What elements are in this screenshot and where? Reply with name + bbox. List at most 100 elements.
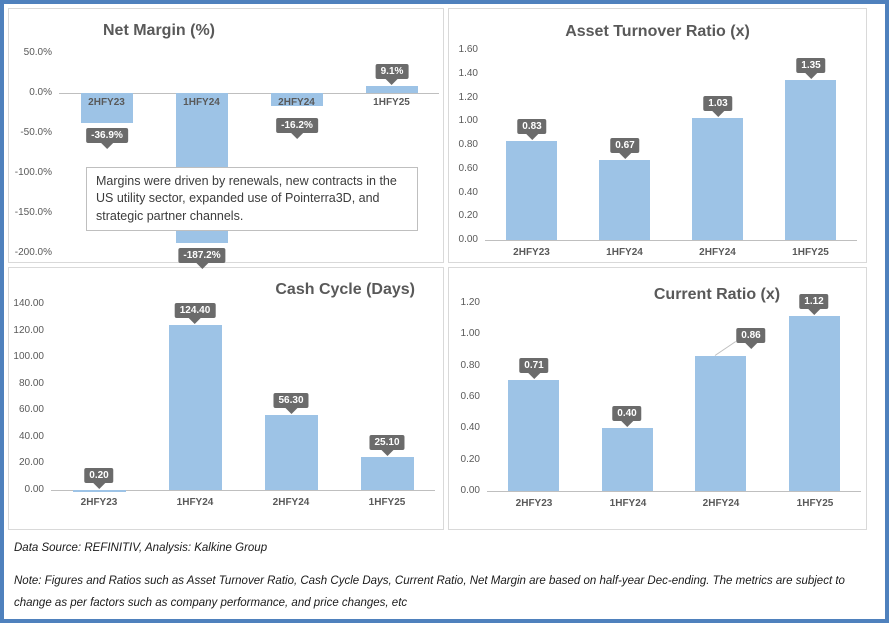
- callout-arrow-down-icon: [712, 111, 724, 117]
- y-axis-tick-label: 0.80: [458, 139, 478, 150]
- current-ratio-chart-title: Current Ratio (x): [653, 286, 781, 303]
- data-label-callout: 1.35: [796, 58, 826, 79]
- bar-2hfy23: [73, 490, 126, 492]
- y-axis-tick-label: 0.00: [458, 234, 478, 245]
- data-label-value: -36.9%: [86, 128, 128, 143]
- data-label-value: 56.30: [273, 393, 309, 408]
- y-axis-tick-label: -200.0%: [14, 247, 52, 258]
- data-label-value: -16.2%: [276, 118, 318, 133]
- cash-cycle-chart-title: Cash Cycle (Days): [275, 281, 415, 298]
- bar-2hfy23: [506, 141, 557, 240]
- data-label-value: -187.2%: [178, 248, 226, 263]
- asset-turnover-chart-title: Asset Turnover Ratio (x): [565, 23, 750, 40]
- y-axis-tick-label: 60.00: [18, 404, 44, 415]
- y-axis-tick-label: 1.40: [458, 68, 478, 79]
- y-axis-tick-label: -50.0%: [20, 127, 52, 138]
- y-axis-tick-label: -150.0%: [14, 207, 52, 218]
- y-axis-tick-label: 50.0%: [23, 47, 52, 58]
- x-axis-category-label: 1HFY24: [176, 497, 214, 508]
- y-axis-tick-label: 120.00: [13, 325, 44, 336]
- y-axis-tick-label: 1.60: [458, 44, 478, 55]
- x-axis-line: [485, 240, 857, 241]
- callout-arrow-down-icon: [381, 450, 393, 456]
- y-axis-tick-label: 1.20: [458, 92, 478, 103]
- callout-arrow-down-icon: [808, 309, 820, 315]
- note-line: Note: Figures and Ratios such as Asset T…: [14, 575, 845, 609]
- callout-arrow-down-icon: [196, 263, 208, 269]
- data-label-callout: 1.12: [799, 294, 829, 315]
- data-label-value: 1.35: [796, 58, 826, 73]
- y-axis-tick-label: 140.00: [13, 298, 44, 309]
- y-axis-tick-label: 0.00: [24, 484, 44, 495]
- data-label-callout: 25.10: [369, 435, 405, 456]
- x-axis-category-label: 1HFY24: [183, 97, 220, 108]
- current-ratio-chart: Current Ratio (x) 1.20 1.00 0.80 0.60 0.40 0.…: [448, 267, 867, 530]
- data-label-callout: 0.71: [519, 358, 549, 379]
- callout-arrow-down-icon: [285, 408, 297, 414]
- y-axis-tick-label: 80.00: [18, 378, 44, 389]
- y-axis-tick-label: -100.0%: [14, 167, 52, 178]
- data-label-callout: 1.03: [703, 96, 733, 117]
- callout-leader-line: [714, 341, 737, 356]
- bar-2hfy24: [695, 356, 746, 491]
- y-axis-tick-label: 0.60: [458, 163, 478, 174]
- asset-turnover-chart: Asset Turnover Ratio (x) 1.60 1.40 1.20 1.0…: [448, 8, 867, 263]
- data-label-value: 0.83: [517, 119, 547, 134]
- net-margin-chart-title: Net Margin (%): [103, 22, 215, 39]
- data-label-callout: 9.1%: [375, 64, 409, 85]
- data-label-value: 0.86: [736, 328, 766, 343]
- x-axis-category-label: 1HFY24: [609, 498, 647, 509]
- callout-arrow-down-icon: [93, 483, 105, 489]
- x-axis-category-label: 2HFY24: [272, 497, 310, 508]
- bar-1hfy24: [599, 160, 650, 240]
- data-label-callout: -187.2%: [178, 248, 226, 269]
- data-label-callout: 124.40: [174, 303, 216, 324]
- data-label-value: 25.10: [369, 435, 405, 450]
- callout-arrow-down-icon: [621, 421, 633, 427]
- data-label-callout: -16.2%: [276, 118, 318, 139]
- bar-1hfy24: [169, 325, 222, 490]
- data-label-callout: 0.83: [517, 119, 547, 140]
- bar-1hfy25: [785, 80, 836, 240]
- data-label-callout: 0.20: [84, 468, 114, 489]
- data-label-value: 9.1%: [375, 64, 409, 79]
- x-axis-category-label: 2HFY24: [699, 247, 736, 258]
- y-axis-tick-label: 0.00: [460, 485, 480, 496]
- y-axis-tick-label: 100.00: [13, 351, 44, 362]
- data-label-callout: 0.86: [736, 328, 766, 349]
- data-label-value: 0.71: [519, 358, 549, 373]
- y-axis-tick-label: 1.00: [458, 115, 478, 126]
- data-label-value: 1.03: [703, 96, 733, 111]
- data-label-value: 0.40: [612, 406, 642, 421]
- callout-arrow-down-icon: [385, 79, 398, 85]
- bar-2hfy24: [271, 93, 323, 106]
- callout-arrow-down-icon: [745, 343, 757, 349]
- x-axis-category-label: 1HFY24: [606, 247, 643, 258]
- y-axis-tick-label: 40.00: [18, 431, 44, 442]
- data-label-callout: -36.9%: [86, 128, 128, 149]
- data-label-value: 0.67: [610, 138, 640, 153]
- y-axis-tick-label: 0.20: [460, 454, 480, 465]
- data-label-callout: 0.40: [612, 406, 642, 427]
- callout-arrow-down-icon: [189, 318, 201, 324]
- x-axis-category-label: 2HFY23: [515, 498, 553, 509]
- callout-arrow-down-icon: [101, 143, 113, 149]
- callout-arrow-down-icon: [528, 373, 540, 379]
- y-axis-tick-label: 0.20: [458, 210, 478, 221]
- x-axis-category-label: 1HFY25: [373, 97, 410, 108]
- callout-arrow-down-icon: [526, 134, 538, 140]
- x-axis-category-label: 2HFY24: [702, 498, 740, 509]
- data-label-callout: 0.67: [610, 138, 640, 159]
- bar-2hfy24: [692, 118, 743, 240]
- y-axis-tick-label: 0.60: [460, 391, 480, 402]
- x-axis-line: [51, 490, 435, 491]
- bar-1hfy25: [366, 86, 418, 93]
- net-margin-annotation-box: Margins were driven by renewals, new con…: [86, 167, 418, 231]
- net-margin-chart: Net Margin (%) Margins were driven by re…: [8, 8, 444, 269]
- y-axis-tick-label: 20.00: [18, 457, 44, 468]
- data-label-value: 124.40: [174, 303, 216, 318]
- x-axis-category-label: 2HFY23: [80, 497, 118, 508]
- callout-arrow-down-icon: [805, 73, 817, 79]
- y-axis-tick-label: 0.40: [458, 187, 478, 198]
